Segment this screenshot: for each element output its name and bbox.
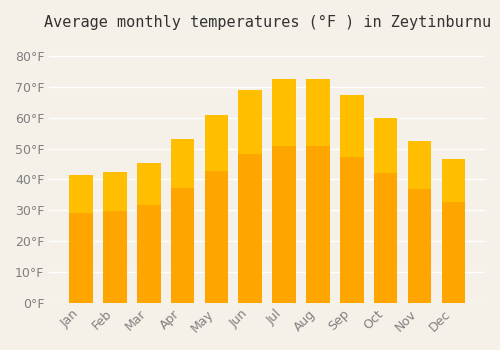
Bar — [170, 139, 194, 188]
Bar — [408, 141, 432, 303]
Bar — [103, 172, 126, 303]
Bar — [238, 90, 262, 154]
Bar — [374, 118, 398, 303]
Bar — [170, 139, 194, 303]
Bar — [408, 141, 432, 189]
Bar — [69, 175, 93, 303]
Bar — [306, 79, 330, 303]
Bar — [340, 95, 363, 303]
Bar — [306, 79, 330, 146]
Bar — [442, 160, 465, 303]
Bar — [69, 175, 93, 213]
Bar — [272, 79, 296, 146]
Bar — [204, 115, 229, 303]
Bar — [340, 95, 363, 157]
Bar — [272, 79, 296, 303]
Bar — [137, 162, 160, 204]
Bar — [238, 90, 262, 303]
Title: Average monthly temperatures (°F ) in Zeytinburnu: Average monthly temperatures (°F ) in Ze… — [44, 15, 490, 30]
Bar — [204, 115, 229, 171]
Bar — [442, 160, 465, 202]
Bar — [374, 118, 398, 173]
Bar — [103, 172, 126, 211]
Bar — [137, 162, 160, 303]
